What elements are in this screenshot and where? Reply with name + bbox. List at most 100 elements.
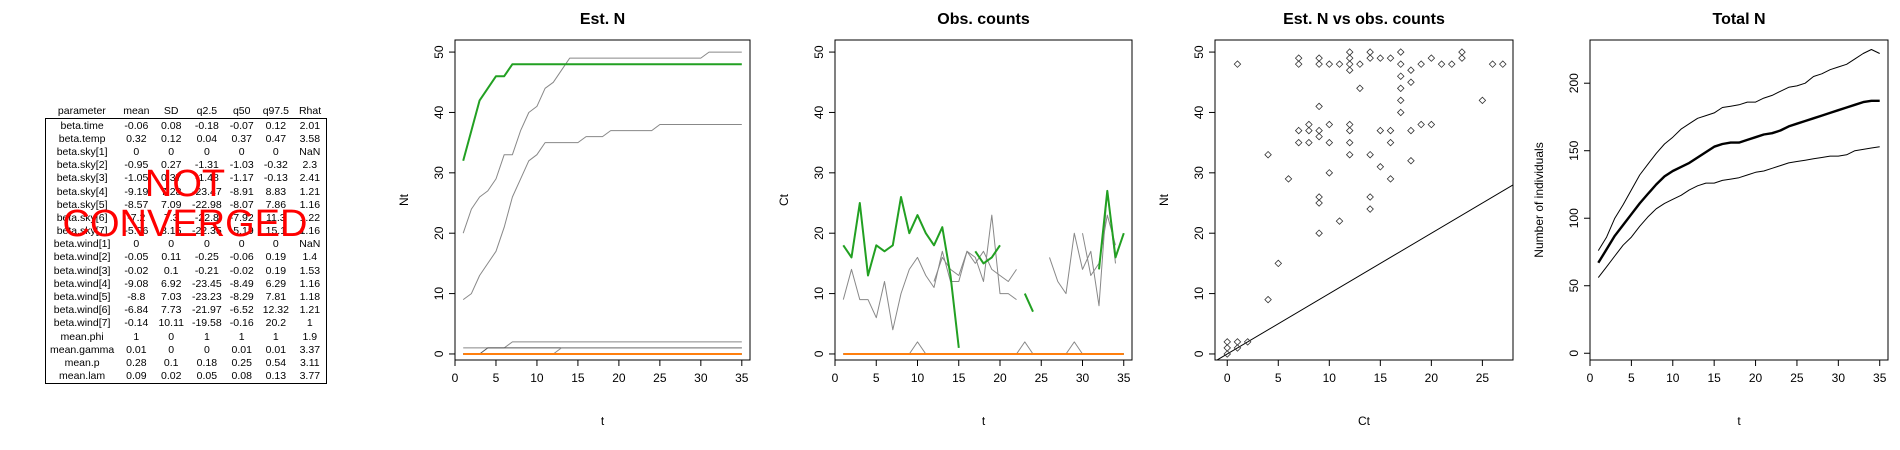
- data-point: [1305, 126, 1313, 135]
- table-cell: -22.8: [194, 211, 219, 224]
- chart-title: Obs. counts: [937, 11, 1030, 28]
- data-point: [1427, 54, 1436, 62]
- y-tick-label: 20: [432, 226, 446, 240]
- data-point: [1315, 126, 1323, 135]
- table-row: beta.wind[1] 0 0 0 0 0 NaN: [46, 238, 327, 251]
- x-tick-label: 10: [1323, 371, 1337, 385]
- table-cell: 2.01: [299, 119, 321, 132]
- table-cell: 0.08: [231, 370, 252, 383]
- chart-title: Est. N vs obs. counts: [1283, 11, 1445, 28]
- table-cell: -1.05: [124, 172, 149, 185]
- data-point: [1345, 138, 1354, 147]
- column-header: q2.5: [196, 105, 218, 117]
- y-tick-label: 10: [1192, 287, 1206, 301]
- parameter-name-cell: mean.p: [64, 356, 100, 369]
- table-cell: 0: [203, 343, 210, 356]
- table-cell: -0.25: [194, 251, 219, 264]
- table-cell: -0.14: [124, 317, 149, 330]
- data-point: [1325, 138, 1334, 147]
- column-header: SD: [163, 105, 179, 117]
- y-tick-label: 20: [812, 226, 826, 240]
- series-line: [462, 63, 742, 162]
- data-point: [1243, 338, 1252, 346]
- table-cell: -23.47: [191, 185, 222, 198]
- table-cell: 8.15: [161, 225, 182, 238]
- y-tick-label: 30: [812, 166, 826, 180]
- table-cell: 1.16: [299, 225, 321, 238]
- x-tick-label: 15: [571, 371, 585, 385]
- table-cell: 2.41: [299, 172, 321, 185]
- table-cell: -0.18: [194, 119, 219, 132]
- table-cell: 1: [272, 330, 279, 343]
- parameter-name-cell: beta.wind[5]: [53, 291, 111, 304]
- table-cell: 20.2: [265, 317, 287, 330]
- data-point: [1305, 120, 1313, 129]
- x-tick-label: 5: [873, 371, 880, 385]
- table-cell: -8.8: [127, 291, 146, 304]
- table-cell: -0.16: [229, 317, 254, 330]
- table-header-row: parameter mean SD q2.5 q50 q97.5 Rhat: [46, 104, 327, 119]
- y-tick-label: 0: [1192, 350, 1206, 357]
- table-cell: 7.73: [161, 304, 182, 317]
- data-point: [1345, 150, 1354, 159]
- table-cell: 0: [238, 145, 245, 158]
- table-cell: -7.2: [127, 211, 146, 224]
- data-point: [1376, 126, 1385, 135]
- table-cell: 1: [133, 330, 140, 343]
- table-row: beta.sky[5] -8.57 7.09 -22.98 -8.07 7.86 1.16: [46, 198, 327, 211]
- data-point: [1396, 96, 1405, 105]
- plot-area: [1597, 49, 1880, 278]
- parameter-name-cell: beta.sky[7]: [56, 225, 108, 238]
- table-cell: 1: [238, 330, 245, 343]
- table-row: mean.p 0.28 0.1 0.18 0.25 0.54 3.11: [46, 356, 327, 369]
- data-point: [1407, 126, 1415, 135]
- table-cell: 12.32: [262, 304, 289, 317]
- table-cell: -0.21: [194, 264, 219, 277]
- series-line: [843, 341, 1124, 355]
- table-cell: -1.31: [194, 159, 219, 172]
- data-point: [1448, 60, 1456, 68]
- y-axis-label: Number of individuals: [1532, 142, 1546, 257]
- table-cell: 0.19: [265, 251, 287, 264]
- data-point: [1223, 350, 1232, 358]
- y-tick-label: 0: [1567, 350, 1581, 357]
- x-tick-label: 30: [1832, 371, 1846, 385]
- table-cell: -23.45: [191, 277, 222, 290]
- table-cell: 0.37: [161, 172, 182, 185]
- table-cell: 15.1: [265, 225, 287, 238]
- data-point: [1366, 205, 1374, 213]
- data-point: [1458, 54, 1466, 62]
- parameter-name-cell: beta.sky[1]: [56, 145, 108, 158]
- data-point: [1396, 72, 1405, 80]
- table-row: mean.gamma 0.01 0 0 0.01 0.01 3.37: [46, 343, 327, 356]
- table-cell: 0.25: [231, 356, 252, 369]
- parameter-name-cell: beta.wind[4]: [53, 277, 111, 290]
- data-point: [1396, 84, 1405, 93]
- table-cell: 0.27: [161, 159, 182, 172]
- table-cell: 7.09: [161, 198, 182, 211]
- table-cell: 0: [203, 145, 210, 158]
- x-tick-label: 35: [735, 371, 749, 385]
- data-point: [1499, 60, 1507, 68]
- table-cell: 0.47: [265, 132, 287, 145]
- data-point: [1315, 199, 1323, 207]
- column-header: parameter: [57, 105, 106, 117]
- table-cell: 0.01: [126, 343, 147, 356]
- data-point: [1356, 60, 1364, 68]
- data-point: [1294, 138, 1303, 147]
- x-tick-label: 20: [612, 371, 626, 385]
- table-cell: 0.11: [161, 251, 182, 264]
- data-point: [1315, 102, 1323, 111]
- x-tick-label: 25: [1790, 371, 1804, 385]
- table-cell: -8.07: [229, 198, 254, 211]
- parameter-name-cell: beta.sky[2]: [56, 159, 108, 172]
- table-cell: 3.77: [299, 370, 321, 383]
- data-point: [1376, 54, 1385, 62]
- table-row: beta.sky[7] -5.96 8.15 -22.35 -5.19 15.1 1.16: [46, 225, 327, 238]
- table-row: beta.temp 0.32 0.12 0.04 0.37 0.47 3.58: [46, 132, 327, 145]
- data-point: [1396, 60, 1405, 68]
- table-cell: -19.58: [191, 317, 222, 330]
- series-line: [463, 341, 742, 349]
- table-row: beta.wind[4] -9.08 6.92 -23.45 -8.49 6.29 1.16: [46, 277, 327, 290]
- parameter-name-cell: beta.sky[6]: [56, 211, 108, 224]
